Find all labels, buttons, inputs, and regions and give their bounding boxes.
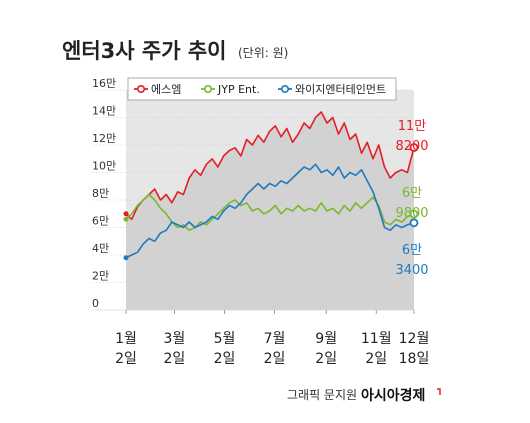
- series-line: [125, 163, 415, 259]
- x-tick-label-month: 9월: [315, 331, 337, 347]
- x-tick-label-day: 2일: [264, 351, 286, 367]
- credit-brand: 아시아경제: [361, 387, 425, 404]
- chart-title: 엔터3사 주가 추이: [62, 39, 226, 63]
- series-end-point: [409, 209, 419, 219]
- legend-swatch-marker: [204, 85, 213, 94]
- series-line: [125, 111, 415, 221]
- y-tick-label: 4만: [92, 242, 109, 255]
- x-tick-label-month: 5월: [214, 331, 236, 347]
- series-start-point: [123, 216, 129, 222]
- series-line: [125, 193, 415, 232]
- x-tick-label-day: 2일: [115, 351, 137, 367]
- y-tick-label: 0: [92, 297, 99, 310]
- end-labels: 11만 8200 6만 9800 6만 3400: [395, 119, 428, 278]
- legend: 에스엠 JYP Ent. 와이지엔터테인먼트: [127, 77, 397, 101]
- series-end-point: [409, 218, 419, 228]
- legend-swatch-marker: [280, 85, 289, 94]
- series-lines: [123, 111, 419, 261]
- credit-text: 그래픽 문지원: [287, 388, 357, 402]
- unit-label: (단위: 원): [238, 46, 288, 60]
- x-tick-label-day: 18일: [399, 351, 430, 367]
- brand-mark-icon: [437, 388, 441, 395]
- y-tick-label: 2만: [92, 270, 109, 283]
- x-tick-label-day: 2일: [164, 351, 186, 367]
- y-tick-label: 8만: [92, 187, 109, 200]
- legend-item-label: 에스엠: [151, 83, 181, 96]
- series-start-point: [123, 211, 129, 217]
- series-end-label: 9800: [395, 206, 428, 221]
- series-end-label: 6만: [402, 243, 422, 258]
- x-tick-label-month: 3월: [164, 331, 186, 347]
- series-end-label: 3400: [395, 263, 428, 278]
- y-tick-label: 10만: [92, 160, 116, 173]
- series-end-label: 8200: [395, 139, 428, 154]
- y-tick-label: 6만: [92, 215, 109, 228]
- x-tick-label-day: 2일: [365, 351, 387, 367]
- series-end-point: [409, 143, 419, 152]
- series-start-point: [123, 255, 129, 261]
- y-tick-label: 12만: [92, 132, 116, 145]
- x-tick-label-month: 12월: [399, 331, 430, 347]
- legend-swatch-marker: [137, 85, 146, 94]
- series-end-label: 11만: [398, 119, 427, 134]
- legend-item-label: 와이지엔터테인먼트: [295, 83, 386, 96]
- legend-item-label: JYP Ent.: [217, 83, 260, 96]
- x-tick-label-day: 2일: [315, 351, 337, 367]
- y-axis-ticks: 16만 14만 12만 10만 8만 6만 4만 2만 0: [92, 77, 116, 310]
- y-tick-label: 14만: [92, 105, 116, 118]
- legend-box: [127, 77, 397, 101]
- x-tick-label-month: 1월: [115, 331, 137, 347]
- x-axis-ticks: 1월 2일 3월 2일 5월 2일 7월 2일 9월 2일 11월 2일 12월 18일: [115, 310, 429, 367]
- y-tick-label: 16만: [92, 77, 116, 90]
- x-tick-label-month: 11월: [361, 331, 392, 347]
- series-end-label: 6만: [402, 186, 422, 201]
- x-tick-label-day: 2일: [214, 351, 236, 367]
- x-tick-label-month: 7월: [264, 331, 286, 347]
